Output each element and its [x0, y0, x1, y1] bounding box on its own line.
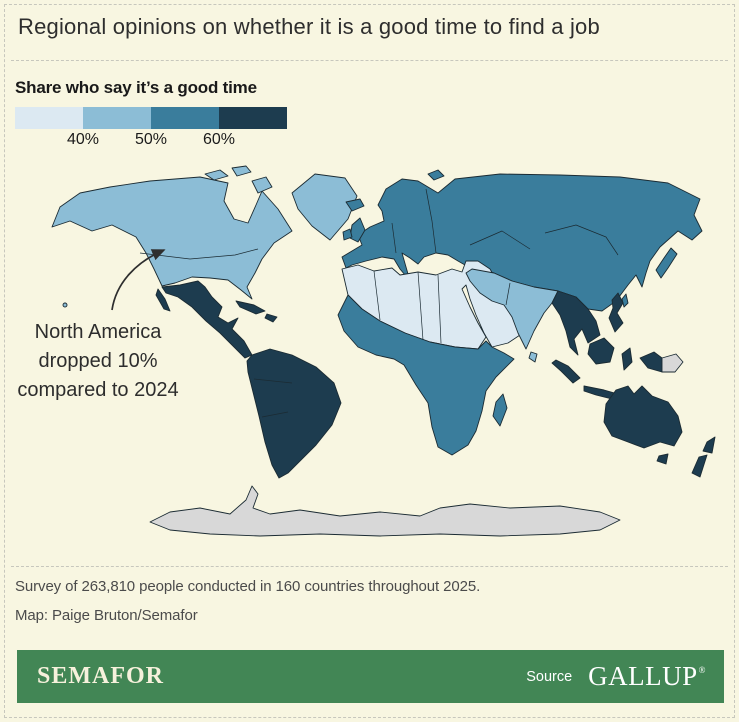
region-antarctica [149, 485, 621, 537]
region-usa-canada [51, 176, 293, 300]
region-sulawesi [621, 347, 633, 371]
region-arctic-island-2 [231, 165, 252, 177]
region-new-zealand-north [702, 436, 716, 454]
region-japan [655, 247, 678, 279]
legend-tick-labels: 40% 50% 60% [15, 131, 287, 153]
legend-color-scale [15, 107, 287, 129]
legend-tick-60: 60% [202, 131, 236, 148]
legend-tick-50: 50% [134, 131, 168, 148]
region-madagascar [492, 393, 508, 427]
region-taiwan [621, 293, 629, 308]
region-hispaniola [264, 313, 278, 323]
region-sri-lanka [528, 351, 538, 363]
region-south-america [246, 348, 342, 479]
registered-trademark-icon: ® [698, 665, 706, 675]
world-map [51, 165, 716, 537]
source-label: Source [526, 668, 573, 685]
region-southeast-asia-mainland [551, 290, 601, 356]
map-annotation: North America dropped 10% compared to 20… [6, 318, 190, 405]
region-tasmania [656, 453, 669, 465]
survey-note: Survey of 263,810 people conducted in 16… [15, 578, 481, 595]
annotation-line-2: dropped 10% [38, 350, 158, 372]
region-west-new-guinea [639, 351, 663, 373]
region-arctic-island-1 [204, 169, 229, 181]
region-iran-pakistan-india [465, 268, 559, 350]
region-mexico-central-america [161, 280, 253, 359]
map-credit: Map: Paige Bruton/Semafor [15, 607, 198, 624]
region-baffin-island [251, 176, 273, 194]
region-sub-saharan-africa [337, 294, 515, 456]
region-ireland [342, 228, 353, 241]
semafor-logo: SEMAFOR [37, 663, 164, 689]
annotation-line-1: North America [34, 321, 162, 343]
region-new-zealand-south [691, 454, 708, 478]
annotation-arrow-icon [111, 249, 166, 311]
legend-swatch-under-40 [15, 107, 83, 129]
region-papua-new-guinea [661, 353, 684, 373]
region-hawaii [62, 302, 68, 308]
page-title: Regional opinions on whether it is a goo… [18, 14, 600, 39]
annotation-line-3: compared to 2024 [17, 379, 179, 401]
legend-swatch-over-60 [219, 107, 287, 129]
country-border-lines [139, 188, 619, 418]
region-iceland [345, 198, 365, 212]
region-sumatra [551, 359, 581, 384]
region-svalbard [427, 169, 445, 181]
divider-bottom [11, 566, 728, 567]
legend-swatch-50-60 [151, 107, 219, 129]
region-cuba [235, 300, 266, 315]
source-group: Source GALLUP® [526, 661, 706, 692]
gallup-wordmark: GALLUP [588, 661, 698, 691]
region-borneo [587, 337, 615, 365]
legend-title: Share who say it’s a good time [15, 78, 257, 97]
region-baja-california [155, 288, 171, 312]
region-philippines [608, 292, 624, 333]
gallup-logo: GALLUP® [588, 661, 706, 692]
legend-tick-40: 40% [66, 131, 100, 148]
divider-top [11, 60, 728, 61]
region-australia [603, 385, 683, 449]
region-europe-russia-east-asia [341, 173, 703, 312]
region-greenland [291, 173, 358, 241]
legend-swatch-40-50 [83, 107, 151, 129]
footer-brand-bar: SEMAFOR Source GALLUP® [17, 650, 724, 703]
